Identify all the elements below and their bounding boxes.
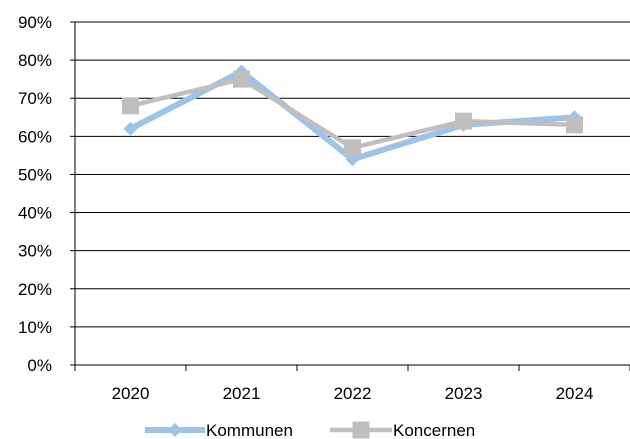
data-point [233,70,250,88]
x-tick-label: 2024 [556,384,594,403]
y-tick-label: 90% [18,13,52,32]
data-point [344,139,361,157]
y-tick-label: 30% [18,242,52,261]
y-tick-label: 80% [18,51,52,70]
series-line [128,76,577,151]
data-point [122,97,139,115]
y-tick-label: 20% [18,280,52,299]
axis-layer: 0% 10% 20% 30% 40% 50% 60% 70% 80% 90% 2020 2021 202… [18,13,630,403]
y-tick-label: 60% [18,127,52,146]
legend-label: Koncernen [393,421,475,439]
y-tick-label: 50% [18,165,52,184]
legend: Kommunen Koncernen [145,421,475,439]
x-tick-label: 2023 [445,384,483,403]
x-tick-label: 2021 [223,384,261,403]
data-point [566,116,583,134]
y-tick-label: 10% [18,318,52,337]
y-tick-label: 0% [27,356,52,375]
x-tick-label: 2020 [112,384,150,403]
legend-item-kommunen: Kommunen [145,421,293,439]
y-tick-label: 40% [18,204,52,223]
legend-label: Kommunen [206,421,293,439]
grid-layer [75,21,630,328]
data-point [123,121,138,136]
legend-item-koncernen: Koncernen [330,421,475,439]
data-point [455,112,472,130]
legend-marker [168,423,182,437]
legend-marker [352,421,370,439]
series-koncernen [122,70,583,157]
series-layer [122,64,583,167]
x-tick-label: 2022 [334,384,372,403]
y-tick-label: 70% [18,89,52,108]
